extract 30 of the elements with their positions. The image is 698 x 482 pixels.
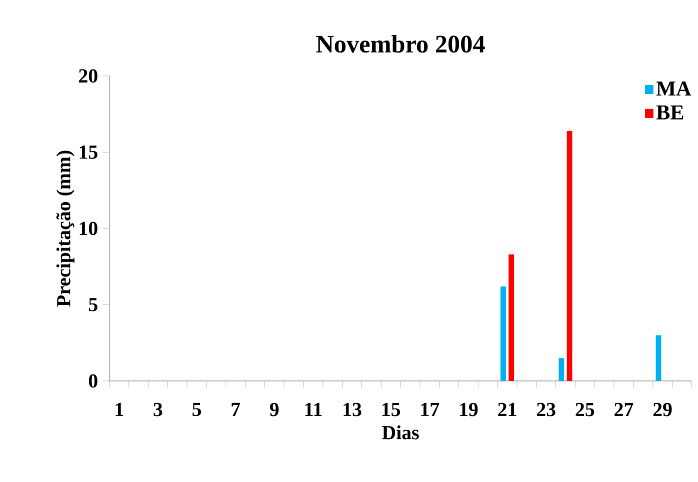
bar — [566, 130, 572, 381]
y-tick-label: 15 — [80, 145, 98, 159]
x-tick-label: 29 — [653, 402, 672, 416]
x-axis-title: Dias — [382, 425, 419, 440]
x-tick-label: 5 — [192, 402, 201, 416]
bar — [558, 358, 564, 381]
chart-title: Novembro 2004 — [316, 34, 485, 52]
x-tick-label: 21 — [498, 402, 516, 416]
x-tick-label: 15 — [382, 402, 400, 416]
x-tick-label: 1 — [116, 402, 124, 416]
y-tick-label: 0 — [88, 374, 98, 388]
y-axis-title: Precipitação (mm) — [56, 150, 74, 306]
x-tick-label: 7 — [232, 402, 240, 416]
x-tick-label: 3 — [154, 402, 162, 416]
x-tick-label: 23 — [536, 402, 556, 416]
x-tick-label: 27 — [614, 402, 634, 416]
y-tick-label: 10 — [80, 222, 98, 235]
x-tick-label: 9 — [270, 402, 279, 416]
x-tick-label: 11 — [305, 402, 322, 416]
x-tick-label: 13 — [344, 402, 362, 416]
legend-label: MA — [656, 81, 692, 96]
bar — [500, 286, 506, 381]
x-tick-label: 19 — [460, 402, 478, 416]
y-tick-label: 5 — [88, 298, 98, 312]
x-tick-label: 25 — [576, 402, 594, 416]
bar — [656, 334, 662, 381]
y-tick-label: 20 — [79, 69, 98, 82]
bar — [508, 254, 514, 381]
x-tick-label: 17 — [421, 402, 440, 416]
legend-label: BE — [656, 105, 684, 120]
